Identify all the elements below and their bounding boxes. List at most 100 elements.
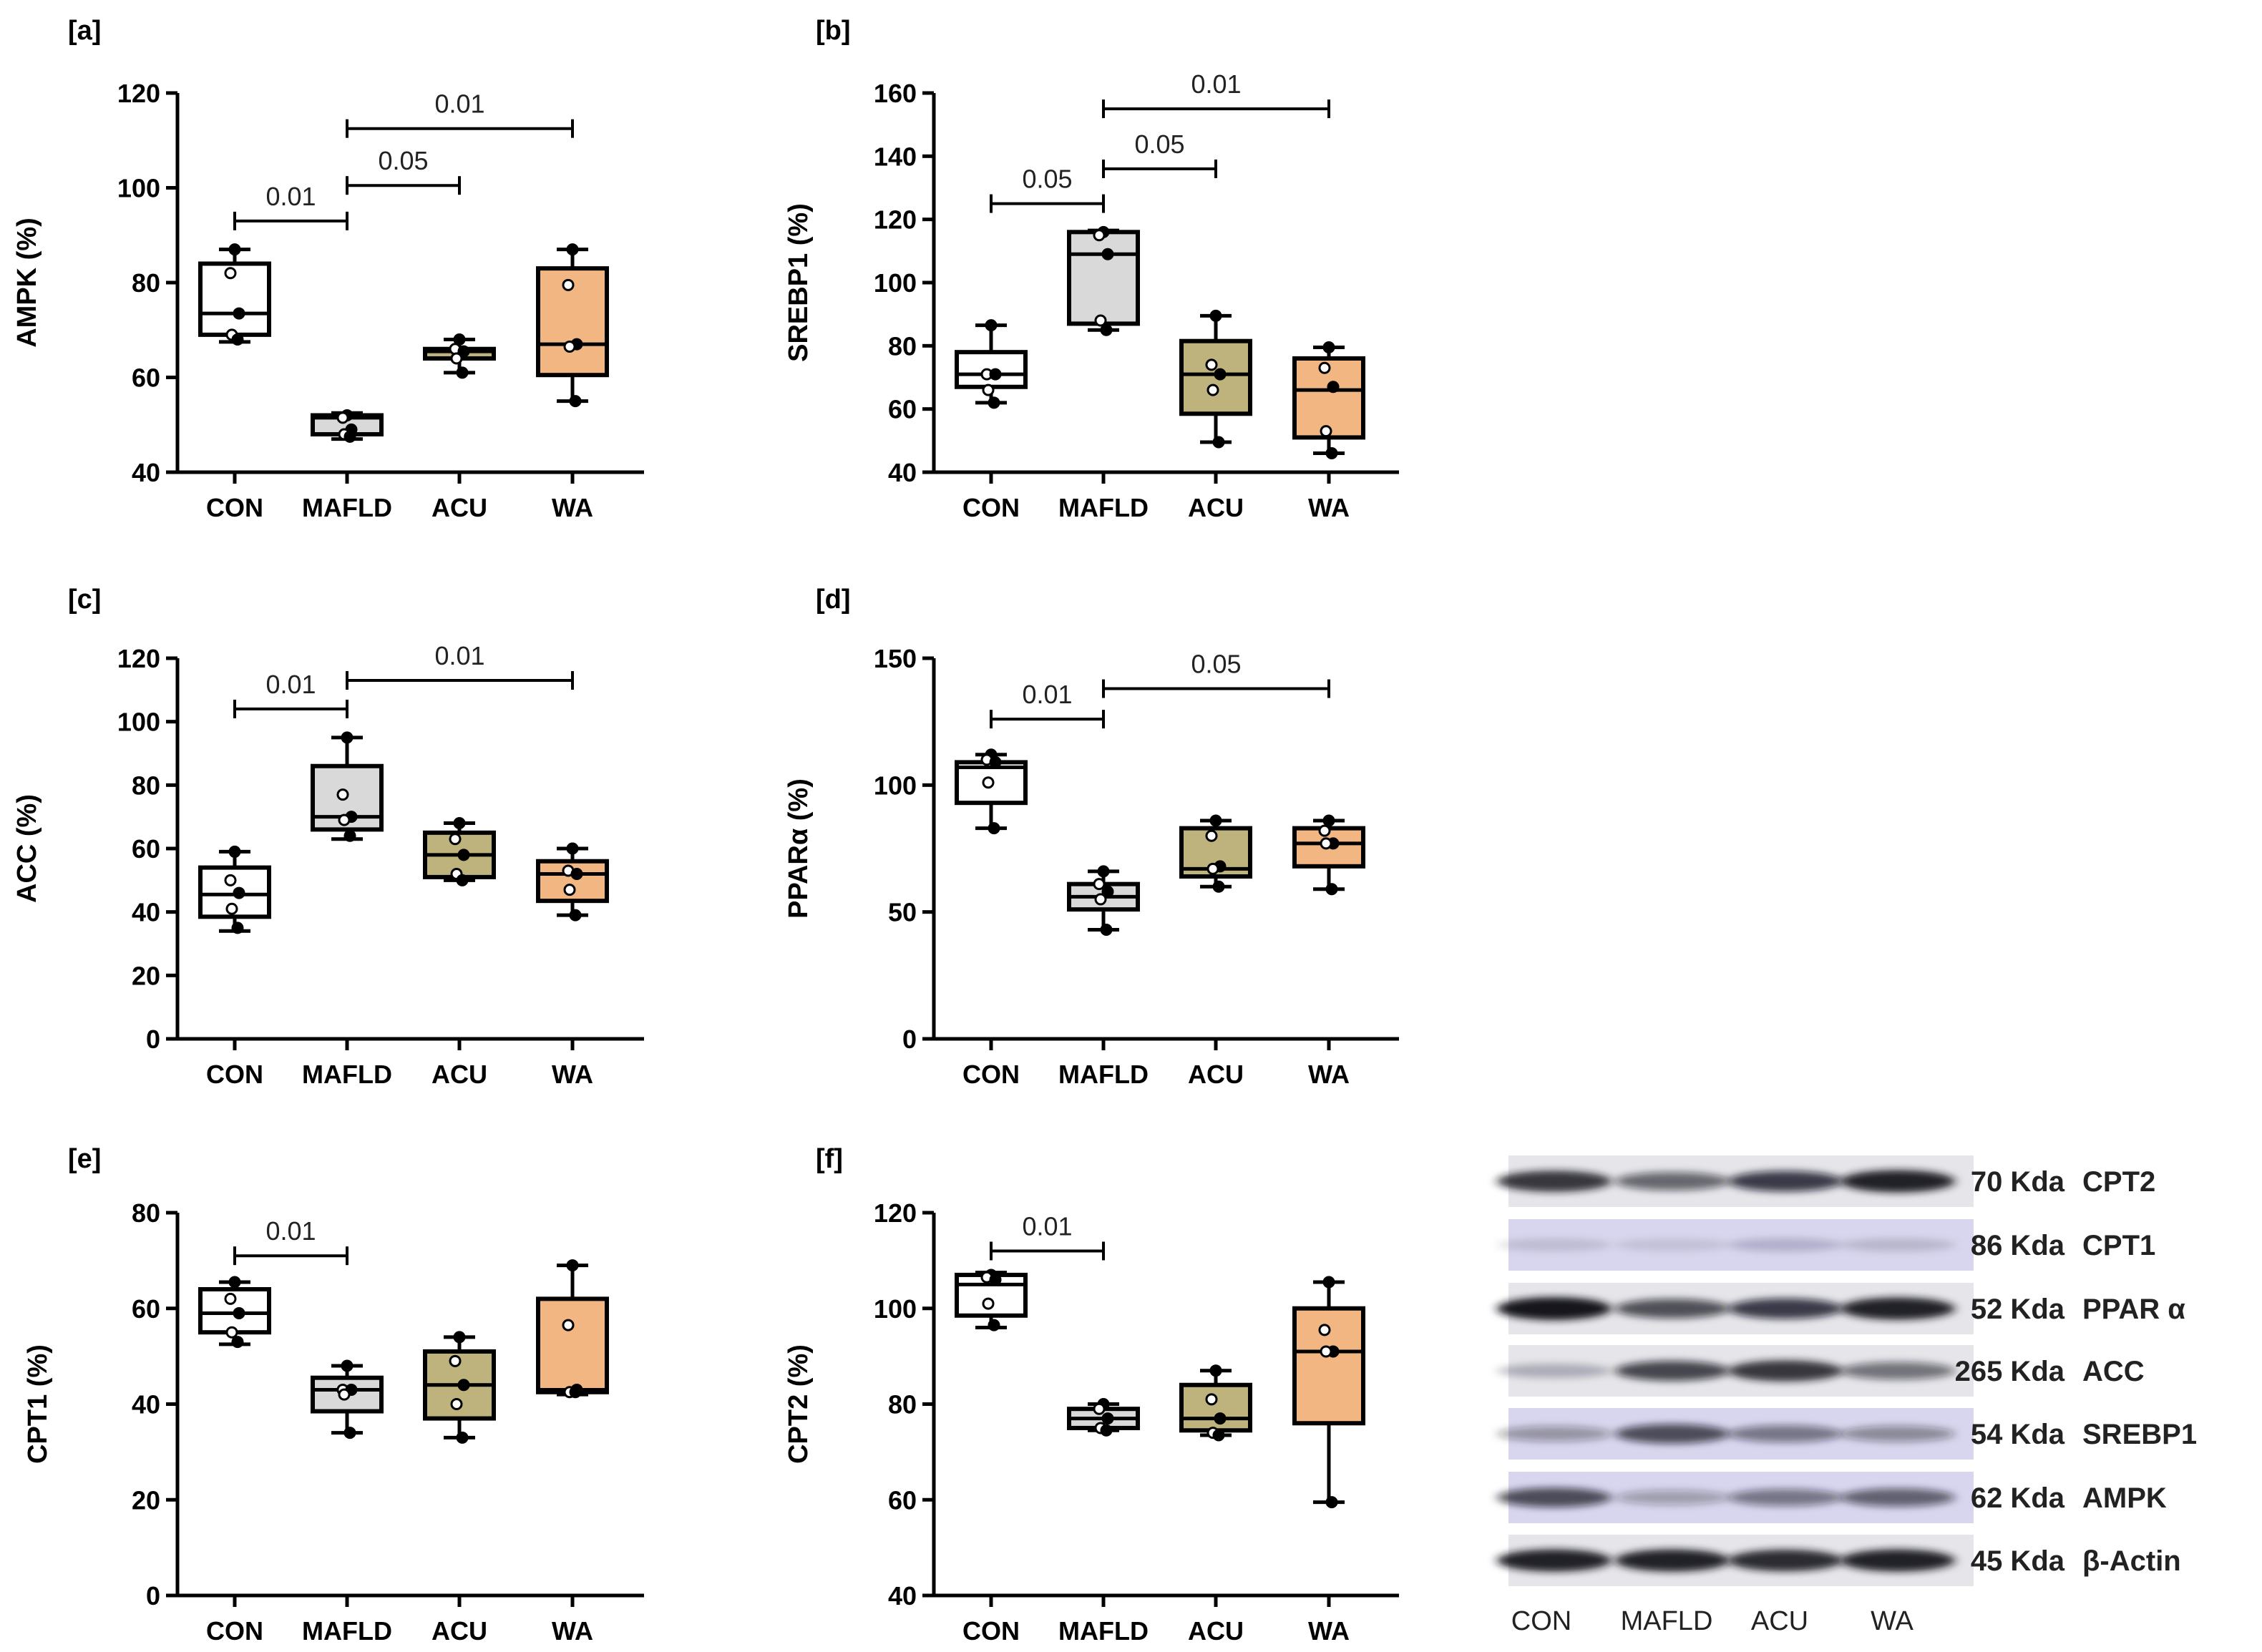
data-point: [231, 333, 244, 346]
panel-label: [f]: [816, 1144, 843, 1174]
protein-band: [1615, 1549, 1730, 1572]
p-value-label: 0.01: [265, 182, 316, 211]
y-tick-label: 80: [132, 771, 160, 800]
protein-band: [1497, 1238, 1612, 1251]
panel-label: [b]: [816, 16, 851, 46]
data-point: [985, 319, 998, 332]
y-tick-label: 100: [117, 174, 160, 203]
x-tick-label: MAFLD: [302, 1616, 392, 1646]
data-point: [989, 756, 1002, 768]
protein-band: [1728, 1298, 1843, 1319]
data-point: [982, 383, 995, 396]
blot-kda-label: 54 Kda: [1971, 1419, 2065, 1450]
box-wa: [536, 842, 609, 922]
y-tick-label: 100: [874, 268, 917, 298]
blot-row-ampk: 62 Kda AMPK: [1497, 1472, 2167, 1523]
data-point: [457, 1379, 470, 1392]
x-tick-label: CON: [206, 493, 263, 522]
x-tick-label: WA: [552, 1616, 593, 1646]
x-tick-label: MAFLD: [302, 1060, 392, 1089]
protein-band: [1728, 1425, 1843, 1442]
box-iqr: [955, 350, 1028, 389]
data-point: [1101, 248, 1114, 260]
data-point: [1101, 1412, 1114, 1425]
chart-panel-5: [e] 0 20 40 60 80 CPT1 (%) CON MAFLD ACU WA 0.01: [23, 1144, 644, 1646]
data-point: [1205, 358, 1218, 371]
box-con: [198, 1276, 271, 1349]
data-point: [453, 1331, 466, 1344]
significance-bracket: 0.05: [346, 146, 461, 195]
x-tick-label: ACU: [432, 1060, 487, 1089]
data-point: [228, 845, 241, 858]
data-point: [450, 352, 463, 365]
box-wa: [1292, 341, 1365, 459]
panel-label: [e]: [68, 1144, 101, 1174]
data-point: [988, 396, 1000, 409]
data-point: [1205, 829, 1218, 842]
significance-bracket: 0.01: [990, 1212, 1105, 1261]
data-point: [569, 909, 582, 922]
data-point: [343, 829, 356, 842]
data-point: [228, 1276, 241, 1289]
data-point: [1205, 1393, 1218, 1406]
p-value-label: 0.01: [434, 89, 484, 119]
x-tick-label: CON: [206, 1060, 263, 1089]
blot-row-cpt1: 86 Kda CPT1: [1497, 1219, 2155, 1271]
panel-label: [a]: [68, 16, 101, 46]
box-acu: [1179, 1364, 1252, 1442]
data-point: [566, 243, 579, 256]
data-point: [224, 267, 237, 280]
significance-bracket: 0.01: [346, 641, 574, 690]
data-point: [231, 1336, 244, 1349]
data-point: [1206, 383, 1219, 396]
data-point: [1209, 814, 1222, 827]
chart-panel-6: [f] 40 60 80 100 120 CPT2 (%) CON MAFLD ACU WA 0.01: [784, 1144, 1399, 1646]
chart-panel-2: [b] 40 60 80 100 120 140 160 SREBP1 (%) CON MAFLD A…: [784, 16, 1399, 522]
x-tick-label: ACU: [1188, 493, 1244, 522]
blot-kda-label: 45 Kda: [1971, 1545, 2065, 1577]
data-point: [224, 874, 237, 886]
y-tick-label: 20: [132, 961, 160, 990]
y-tick-label: 160: [874, 79, 917, 108]
data-point: [456, 366, 469, 379]
y-tick-label: 0: [146, 1025, 160, 1054]
p-value-label: 0.05: [1022, 165, 1072, 194]
y-axis-label: ACC (%): [12, 794, 42, 903]
blot-protein-label: CPT2: [2082, 1166, 2155, 1198]
protein-band: [1841, 1488, 1955, 1507]
data-point: [450, 1398, 463, 1410]
data-point: [1093, 229, 1106, 242]
blot-kda-label: 70 Kda: [1971, 1166, 2065, 1198]
x-tick-label: MAFLD: [1058, 493, 1149, 522]
data-point: [1101, 885, 1114, 898]
blot-kda-label: 62 Kda: [1971, 1482, 2065, 1514]
y-axis-label: CPT2 (%): [784, 1344, 814, 1464]
data-point: [1214, 1412, 1227, 1425]
data-point: [224, 1292, 237, 1305]
protein-band: [1841, 1238, 1955, 1252]
data-point: [456, 874, 469, 886]
protein-band: [1728, 1549, 1843, 1572]
protein-band: [1841, 1170, 1955, 1193]
y-tick-label: 100: [874, 1294, 917, 1324]
blot-protein-label: β-Actin: [2082, 1545, 2181, 1577]
protein-band: [1728, 1170, 1843, 1192]
box-wa: [536, 1259, 609, 1399]
protein-band: [1497, 1170, 1612, 1192]
x-tick-label: ACU: [432, 1616, 487, 1646]
y-tick-label: 100: [874, 771, 917, 800]
protein-band: [1497, 1487, 1612, 1507]
p-value-label: 0.01: [265, 670, 316, 699]
y-tick-label: 60: [132, 363, 160, 393]
box-acu: [1179, 309, 1252, 449]
data-point: [233, 886, 245, 899]
p-value-label: 0.01: [265, 1216, 316, 1246]
data-point: [1093, 1402, 1106, 1415]
x-tick-label: MAFLD: [1058, 1060, 1149, 1089]
data-point: [1318, 824, 1331, 837]
box-mafld: [311, 1359, 384, 1440]
x-tick-label: CON: [206, 1616, 263, 1646]
box-iqr: [1179, 1382, 1252, 1433]
data-point: [1318, 361, 1331, 374]
data-point: [341, 1359, 354, 1372]
